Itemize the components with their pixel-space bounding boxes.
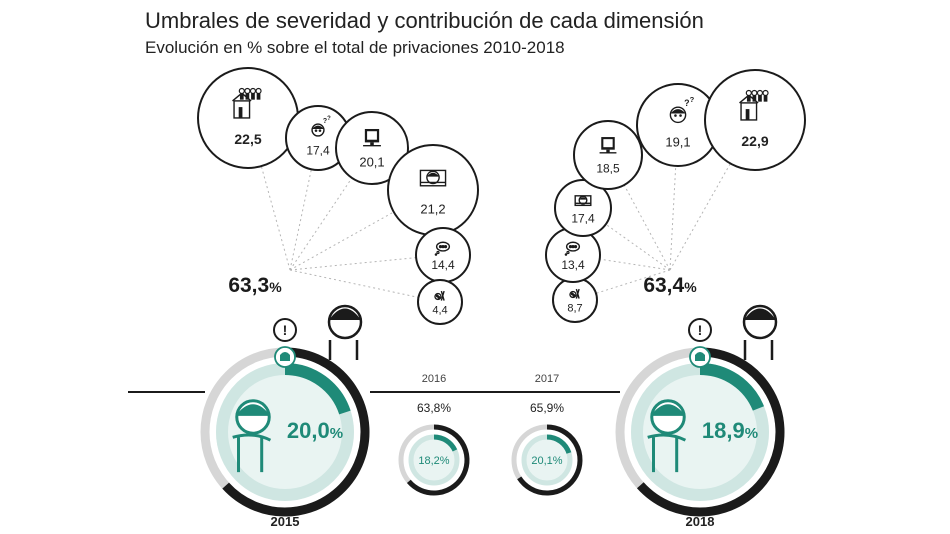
child-question-icon: ??: [669, 95, 695, 124]
dimension-bubble: [552, 277, 598, 323]
connector-line: [669, 119, 756, 271]
chart-title: Umbrales de severidad y contribución de …: [145, 8, 704, 33]
housing-icon: [739, 89, 769, 121]
svg-text:!: !: [698, 322, 703, 338]
dimension-bubble: [335, 111, 409, 185]
bubble-value-label: 21,2: [420, 201, 445, 216]
svg-text:?: ?: [690, 95, 695, 104]
severe-ring-arc: [546, 434, 572, 454]
svg-text:?: ?: [323, 118, 327, 125]
worried-child-icon: [647, 399, 687, 473]
year-label: 2017: [535, 373, 559, 385]
year-label: 2018: [686, 514, 715, 529]
total-percentage-label: 65,9%: [530, 401, 564, 415]
total-percentage-label: 63,8%: [417, 401, 451, 415]
computer-icon: [599, 137, 617, 154]
svg-text:?: ?: [684, 98, 689, 108]
dimension-bubble: [545, 227, 601, 283]
dimension-bubble: [387, 144, 479, 236]
sleeping-child-icon: [574, 195, 592, 207]
total-percentage-label: 63,3%: [228, 274, 282, 297]
peeking-child-icon: [742, 304, 778, 360]
severe-ring-arc: [433, 434, 458, 452]
total-ring-arc: [636, 347, 785, 517]
bubble-value-label: 4,4: [432, 304, 447, 316]
severe-ring-arc: [284, 363, 351, 415]
sleeping-child-icon: [419, 169, 447, 187]
severe-percentage-label: 20,0%: [287, 418, 343, 443]
bubble-value-label: 17,4: [571, 212, 595, 226]
connector-line: [289, 254, 444, 271]
total-percentage-label: 63,4%: [643, 274, 697, 297]
severe-percentage-label: 20,1%: [531, 455, 562, 467]
severe-ring-arc: [699, 363, 764, 411]
alert-icon: !: [688, 318, 712, 342]
bubble-value-label: 17,4: [306, 144, 330, 158]
thought-bubble-icon: [564, 241, 581, 256]
total-ring-arc: [517, 424, 583, 496]
dimension-bubble: [554, 179, 612, 237]
computer-icon: [363, 128, 381, 147]
dimension-bubble: [415, 227, 471, 283]
food-icon: [434, 290, 445, 301]
bubble-value-label: 22,9: [741, 133, 768, 149]
alert-icon: !: [273, 318, 297, 342]
bubble-value-label: 22,5: [234, 131, 261, 147]
year-label: 2016: [422, 373, 446, 385]
connector-line: [607, 154, 671, 271]
siren-icon: [274, 346, 296, 368]
peeking-child-icon: [327, 304, 363, 360]
child-question-icon: ??: [311, 116, 331, 137]
severe-percentage-label: 18,2%: [418, 455, 449, 467]
bubble-value-label: 13,4: [561, 258, 585, 272]
thought-bubble-icon: [434, 241, 451, 256]
bubble-value-label: 14,4: [431, 258, 455, 272]
connector-line: [289, 269, 441, 303]
year-label: 2015: [271, 514, 300, 529]
svg-text:!: !: [283, 322, 288, 338]
chart-subtitle: Evolución en % sobre el total de privaci…: [145, 38, 565, 57]
total-ring-arc: [222, 347, 370, 517]
total-ring-arc: [406, 424, 470, 496]
bubble-value-label: 19,1: [665, 134, 690, 149]
bubble-value-label: 8,7: [567, 302, 582, 314]
severe-ring-fill: [631, 363, 769, 501]
siren-icon: [689, 346, 711, 368]
dimension-bubble: [573, 120, 643, 190]
severe-ring-fill: [216, 363, 354, 501]
housing-icon: [232, 87, 262, 119]
svg-text:?: ?: [327, 116, 331, 122]
bubble-value-label: 20,1: [359, 155, 384, 170]
dimension-bubble: [417, 279, 463, 325]
bubble-value-label: 18,5: [596, 162, 620, 176]
food-icon: [569, 288, 580, 299]
severe-percentage-label: 18,9%: [702, 418, 758, 443]
worried-child-icon: [232, 399, 272, 473]
connector-line: [574, 269, 671, 301]
